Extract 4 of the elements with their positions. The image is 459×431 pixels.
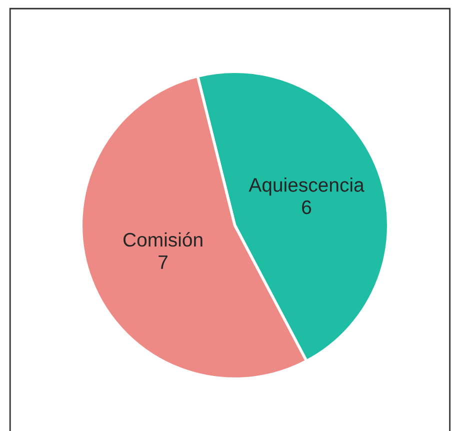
slice-label: Comisión — [124, 232, 202, 247]
slice-label: Aquiescencia — [248, 178, 364, 196]
data-label: 6 — [302, 200, 312, 214]
data-label: 7 — [158, 255, 168, 269]
